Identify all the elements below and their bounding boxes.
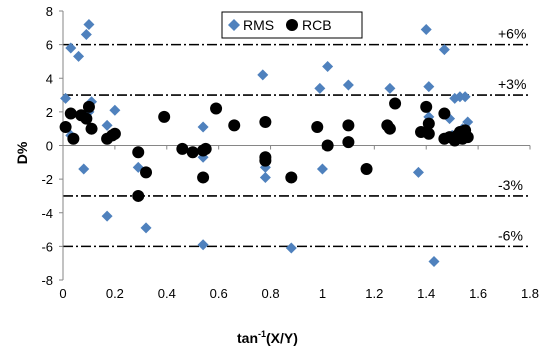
rms-point [322, 60, 334, 72]
rcb-point [82, 100, 95, 113]
rms-point [78, 163, 90, 175]
series-rms [60, 18, 474, 268]
rcb-point [259, 115, 272, 128]
x-axis-title: tan-1(X/Y) [237, 329, 298, 346]
y-tick-label: -2 [41, 172, 53, 187]
x-tick-label: 1 [319, 286, 326, 301]
y-tick-label: -6 [41, 239, 53, 254]
rms-point [101, 210, 113, 222]
rcb-point [321, 139, 334, 152]
rcb-point [311, 121, 324, 134]
rms-point [314, 82, 326, 94]
rms-point [384, 82, 396, 94]
reference-line-label: +3% [498, 76, 526, 92]
x-tick-label: 0.8 [262, 286, 280, 301]
rms-point [316, 163, 328, 175]
rcb-point [461, 131, 474, 144]
x-axis-title-base: tan [237, 330, 258, 346]
rcb-point [85, 122, 98, 135]
x-tick-label: 0.6 [210, 286, 228, 301]
x-tick-labels: 0 0.2 0.4 0.6 0.8 1 1.2 1.4 1.6 1.8 [59, 286, 539, 301]
rms-point [342, 79, 354, 91]
rms-point [80, 29, 92, 41]
rms-point [83, 18, 95, 30]
rcb-point [199, 142, 212, 155]
x-tick-label: 1.2 [365, 286, 383, 301]
rms-point [428, 256, 440, 268]
rms-point [197, 239, 209, 251]
rms-point [109, 104, 121, 116]
rms-point [459, 91, 471, 103]
y-tick-label: 2 [46, 105, 53, 120]
rcb-point [342, 136, 355, 149]
rcb-point [59, 121, 72, 134]
y-tick-label: 0 [46, 139, 53, 154]
legend-marker-rcb [286, 19, 298, 31]
reference-line-label: +6% [498, 26, 526, 42]
x-tick-label: 1.6 [469, 286, 487, 301]
rcb-point [132, 189, 145, 202]
x-tick-label: 0.2 [106, 286, 124, 301]
x-tick-label: 0.4 [158, 286, 176, 301]
rcb-point [438, 107, 451, 120]
rcb-point [140, 166, 153, 179]
legend: RMS RCB [221, 11, 363, 39]
rcb-point [80, 112, 93, 125]
rcb-point [420, 100, 433, 113]
rms-point [197, 121, 209, 133]
rcb-point [210, 102, 223, 115]
x-axis-title-superscript: -1 [258, 329, 266, 339]
rms-point [101, 119, 113, 131]
rcb-point [342, 119, 355, 132]
rms-point [412, 166, 424, 178]
reference-line-labels: +6% +3% -3% -6% [498, 26, 526, 244]
rms-point [60, 92, 72, 104]
axes [59, 10, 531, 281]
rcb-point [176, 142, 189, 155]
rcb-point [422, 117, 435, 130]
y-tick-label: -4 [41, 206, 53, 221]
rcb-point [383, 122, 396, 135]
rcb-point [259, 154, 272, 167]
series-rcb [59, 97, 474, 202]
x-tick-label: 1.4 [417, 286, 435, 301]
rms-point [65, 42, 77, 54]
rms-point [259, 171, 271, 183]
y-tick-labels: 8 6 4 2 0 -2 -4 -6 -8 [41, 4, 53, 288]
rcb-point [108, 127, 121, 140]
legend-label-rms: RMS [243, 17, 274, 33]
legend-marker-rms [228, 19, 240, 31]
rcb-point [132, 146, 145, 159]
rms-point [423, 81, 435, 93]
legend-label-rcb: RCB [302, 17, 332, 33]
y-tick-label: 8 [46, 4, 53, 19]
rcb-point [285, 171, 298, 184]
rcb-point [67, 132, 80, 145]
rcb-point [186, 146, 199, 159]
reference-line-label: -6% [498, 227, 523, 243]
rcb-point [197, 171, 210, 184]
rms-point [438, 44, 450, 56]
y-axis-title: D% [14, 141, 30, 164]
rms-point [285, 242, 297, 254]
y-tick-label: 6 [46, 38, 53, 53]
x-tick-label: 0 [59, 286, 66, 301]
rcb-point [64, 107, 77, 120]
rms-point [420, 23, 432, 35]
rms-point [257, 69, 269, 81]
rcb-point [228, 119, 241, 132]
y-tick-label: -8 [41, 273, 53, 288]
x-tick-label: 1.8 [521, 286, 539, 301]
rms-point [140, 222, 152, 234]
rcb-point [158, 110, 171, 123]
rcb-point [389, 97, 402, 110]
x-axis-title-rest: (X/Y) [266, 330, 298, 346]
rcb-point [360, 163, 373, 176]
rcb-point [422, 127, 435, 140]
rms-point [73, 50, 85, 62]
reference-line-label: -3% [498, 177, 523, 193]
y-tick-label: 4 [46, 71, 53, 86]
